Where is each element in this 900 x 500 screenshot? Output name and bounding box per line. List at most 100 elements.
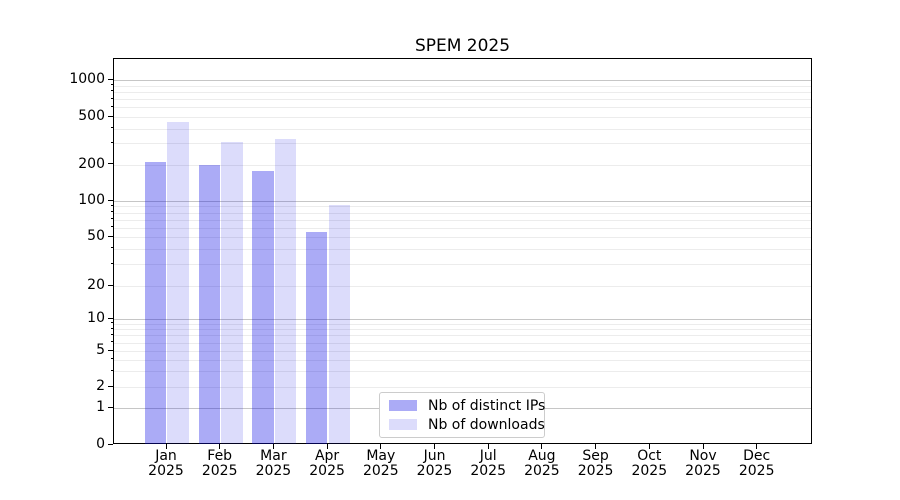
- y-minor-tick-mark: [110, 358, 113, 360]
- y-minor-tick-mark: [110, 90, 113, 92]
- y-tick-label: 2: [96, 378, 105, 394]
- x-tick-label: Feb 2025: [180, 449, 260, 479]
- y-minor-tick-mark: [110, 247, 113, 249]
- y-tick-label: 50: [87, 228, 105, 244]
- x-tick-label: Jun 2025: [395, 449, 475, 479]
- y-tick-label: 1: [96, 399, 105, 415]
- x-tick-label: May 2025: [341, 449, 421, 479]
- legend-swatch-distinct-ips: [389, 400, 417, 411]
- x-tick-mark: [487, 444, 489, 449]
- y-minor-tick-mark: [110, 349, 113, 351]
- x-tick-label: Apr 2025: [287, 449, 367, 479]
- x-tick-mark: [165, 444, 167, 449]
- y-minor-tick-mark: [110, 284, 113, 286]
- gridline-minor: [114, 237, 811, 238]
- x-tick-label: Nov 2025: [663, 449, 743, 479]
- x-tick-mark: [595, 444, 597, 449]
- x-tick-label: Jan 2025: [126, 449, 206, 479]
- bar-distinct-ips: [252, 171, 274, 444]
- legend-label: Nb of downloads: [428, 416, 545, 433]
- bar-distinct-ips: [305, 232, 328, 444]
- y-tick-label: 0: [96, 436, 105, 452]
- y-tick-label: 20: [87, 277, 105, 293]
- gridline-minor: [114, 351, 811, 352]
- y-tick-mark: [108, 317, 113, 319]
- y-minor-tick-mark: [110, 333, 113, 335]
- gridline-minor: [114, 227, 811, 229]
- y-minor-tick-mark: [110, 141, 113, 143]
- gridline-minor: [114, 342, 811, 344]
- gridline-minor: [114, 329, 811, 331]
- x-tick-month: Feb: [207, 448, 233, 464]
- gridline-minor: [114, 212, 811, 214]
- x-tick-month: Jan: [155, 448, 177, 464]
- gridline-major: [114, 201, 811, 202]
- x-tick-mark: [541, 444, 543, 449]
- y-minor-tick-mark: [110, 127, 113, 129]
- gridline-major: [114, 80, 811, 81]
- y-tick-label: 10: [87, 310, 105, 326]
- x-tick-label: Oct 2025: [609, 449, 689, 479]
- y-minor-tick-mark: [110, 163, 113, 164]
- gridline-minor: [114, 143, 811, 145]
- x-tick-month: Nov: [689, 448, 717, 464]
- gridline-minor: [114, 91, 811, 93]
- x-tick-mark: [648, 444, 650, 449]
- x-tick-year: 2025: [201, 463, 238, 479]
- y-minor-tick-mark: [110, 97, 113, 99]
- gridline-minor: [114, 117, 811, 118]
- x-tick-year: 2025: [577, 463, 614, 479]
- y-minor-tick-mark: [110, 115, 113, 117]
- y-tick-label: 1000: [69, 71, 105, 87]
- bar-downloads: [328, 204, 351, 444]
- x-tick-label: Sep 2025: [556, 449, 636, 479]
- gridline-minor: [114, 264, 811, 266]
- bar-distinct-ips: [198, 165, 221, 444]
- y-minor-tick-mark: [110, 84, 113, 86]
- legend-item-distinct-ips: Nb of distinct IPs: [389, 398, 545, 414]
- y-minor-tick-mark: [110, 262, 113, 264]
- x-tick-year: 2025: [738, 463, 775, 479]
- gridline-minor: [114, 128, 811, 130]
- y-minor-tick-mark: [110, 218, 113, 220]
- x-tick-month: Aug: [528, 448, 556, 464]
- y-minor-tick-mark: [110, 226, 113, 228]
- bar-downloads: [274, 138, 297, 444]
- x-tick-year: 2025: [685, 463, 721, 479]
- gridline-minor: [114, 206, 811, 208]
- chart-title: SPEM 2025: [414, 36, 511, 56]
- gridline-minor: [114, 164, 811, 166]
- gridline-minor: [114, 323, 811, 325]
- x-tick-year: 2025: [416, 463, 453, 479]
- x-tick-year: 2025: [470, 463, 506, 479]
- plot-area: [113, 58, 812, 444]
- gridline-minor: [114, 359, 811, 361]
- legend-item-downloads: Nb of downloads: [389, 417, 545, 433]
- x-tick-month: Jul: [479, 448, 497, 464]
- x-tick-month: Oct: [637, 448, 662, 464]
- y-tick-mark: [108, 406, 113, 408]
- y-minor-tick-mark: [110, 211, 113, 213]
- x-tick-month: Sep: [582, 448, 609, 464]
- y-minor-tick-mark: [110, 105, 113, 107]
- gridline-minor: [114, 85, 811, 87]
- x-tick-month: Mar: [260, 448, 287, 464]
- legend-swatch-downloads: [389, 419, 417, 430]
- y-minor-tick-mark: [110, 369, 113, 371]
- gridline-minor: [114, 99, 811, 101]
- y-tick-label: 200: [78, 155, 105, 172]
- x-tick-month: Jun: [423, 448, 446, 464]
- y-tick-label: 100: [78, 192, 105, 208]
- x-tick-year: 2025: [148, 463, 184, 479]
- x-tick-mark: [756, 444, 758, 449]
- gridline-minor: [114, 219, 811, 221]
- bar-distinct-ips: [144, 161, 167, 444]
- y-tick-mark: [108, 443, 113, 445]
- x-tick-label: Mar 2025: [233, 449, 313, 479]
- gridline-minor: [114, 371, 811, 373]
- bar-downloads: [167, 122, 189, 444]
- y-minor-tick-mark: [110, 341, 113, 343]
- gridline-minor: [114, 387, 811, 388]
- x-tick-mark: [380, 444, 382, 449]
- legend-label: Nb of distinct IPs: [428, 397, 546, 414]
